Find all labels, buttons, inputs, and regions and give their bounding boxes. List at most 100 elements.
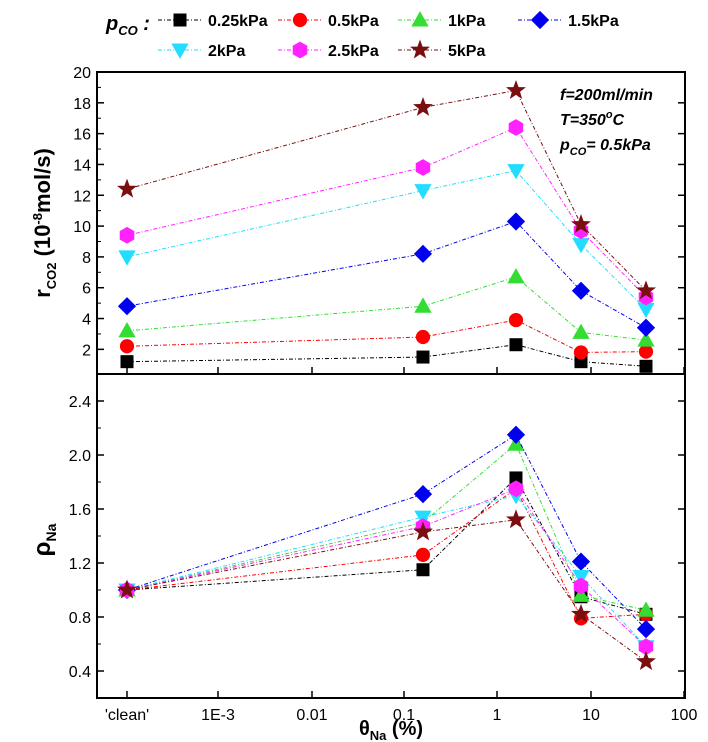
legend-marker	[173, 13, 187, 27]
series-line-bottom-6	[126, 519, 647, 662]
data-point-top-3	[117, 297, 137, 316]
series-line-bottom-2	[126, 443, 647, 611]
data-point-top-3	[571, 281, 591, 300]
series-line-bottom-1	[126, 488, 647, 619]
y-tick-label: 20	[73, 65, 91, 82]
y-tick-label: 0.8	[69, 610, 91, 627]
y-tick-label: 2	[82, 342, 91, 359]
data-point-top-6	[117, 178, 137, 198]
legend-marker	[409, 39, 431, 59]
data-point-bottom-3	[506, 425, 526, 444]
data-point-bottom-6	[636, 651, 656, 670]
data-point-top-2	[507, 268, 525, 284]
legend: pCO : 0.25kPa 0.5kPa 1kPa 1.5kPa 2kPa 2.5kPa 5k…	[105, 10, 619, 60]
series-line-bottom-5	[126, 488, 647, 648]
data-point-bottom-2	[637, 601, 655, 617]
data-point-top-4	[414, 184, 432, 200]
data-point-top-0	[120, 355, 134, 369]
x-tick-label: 0.1	[393, 707, 415, 724]
data-point-top-5	[508, 119, 524, 136]
data-point-top-1	[119, 339, 135, 354]
data-point-top-1	[508, 312, 524, 328]
data-point-bottom-5	[508, 480, 524, 498]
data-point-top-5	[415, 159, 431, 176]
legend-label: 0.5kPa	[328, 13, 379, 30]
data-point-top-6	[413, 96, 433, 116]
data-point-top-3	[506, 212, 526, 231]
y-tick-label: 18	[73, 96, 91, 113]
legend-title: pCO :	[105, 13, 150, 38]
series-line-top-1	[126, 319, 646, 353]
data-point-bottom-0	[416, 563, 430, 577]
series-line-top-6	[126, 89, 647, 292]
series-line-bottom-4	[126, 494, 647, 648]
legend-label: 1.5kPa	[568, 13, 619, 30]
y-tick-label: 8	[82, 250, 91, 267]
x-tick-label: 'clean'	[105, 707, 149, 724]
data-point-top-1	[573, 345, 589, 360]
bottom-plot-frame	[96, 373, 686, 699]
legend-label: 1kPa	[448, 13, 485, 30]
y-tick-label: 2.0	[69, 448, 91, 465]
x-tick-label: 10	[582, 707, 600, 724]
data-point-top-0	[509, 338, 523, 352]
series-line-top-4	[126, 170, 647, 310]
data-point-top-2	[118, 322, 136, 338]
x-axis: 'clean' 1E-3 0.01 0.1 1 10 100 θNa (%)	[105, 367, 698, 742]
x-tick-label: 1	[493, 707, 502, 724]
x-tick-label: 1E-3	[201, 707, 235, 724]
y-tick-label: 16	[73, 127, 91, 144]
data-point-top-6	[506, 80, 526, 99]
data-point-top-4	[507, 164, 525, 180]
y-tick-label: 10	[73, 219, 91, 236]
legend-label: 0.25kPa	[208, 13, 268, 30]
data-point-top-2	[414, 297, 432, 313]
data-point-top-0	[639, 359, 653, 373]
legend-marker	[292, 12, 308, 28]
annotation-text: pCO= 0.5kPa	[559, 137, 651, 158]
data-point-bottom-6	[571, 603, 591, 623]
legend-label: 2.5kPa	[328, 43, 379, 60]
data-point-top-3	[413, 244, 433, 263]
bottom-y-axis-title: ρNa	[29, 523, 59, 556]
legend-marker	[292, 41, 308, 59]
data-point-top-2	[572, 323, 590, 339]
y-tick-label: 1.2	[69, 556, 91, 573]
data-point-top-0	[416, 350, 430, 364]
data-point-top-2	[637, 331, 655, 347]
y-tick-label: 4	[82, 312, 91, 329]
data-point-bottom-1	[415, 547, 431, 563]
top-y-axis-title: rCO2 (10-8mol/s)	[30, 148, 59, 298]
top-panel: 2 4 6 8 10 12 14 16 18 20 f=200ml/min T=350oC pCO= 0…	[30, 65, 686, 375]
series-line-bottom-3	[126, 434, 647, 630]
y-tick-label: 0.4	[69, 664, 91, 681]
data-point-top-1	[415, 329, 431, 345]
data-point-bottom-3	[413, 485, 433, 504]
annotation-text: T=350oC	[560, 109, 625, 129]
data-point-top-1	[638, 344, 654, 359]
legend-marker	[530, 10, 550, 30]
x-axis-title: θNa (%)	[359, 718, 423, 742]
data-point-bottom-3	[636, 620, 656, 639]
x-tick-label: 0.01	[296, 707, 327, 724]
x-tick-label: 100	[671, 707, 698, 724]
annotation-text: f=200ml/min	[560, 87, 653, 104]
data-point-top-6	[571, 214, 591, 233]
y-tick-label: 1.6	[69, 502, 91, 519]
y-tick-label: 6	[82, 281, 91, 298]
legend-marker	[411, 11, 429, 27]
data-point-bottom-5	[573, 577, 589, 595]
data-point-top-3	[636, 318, 656, 337]
data-point-bottom-4	[572, 570, 590, 586]
legend-label: 5kPa	[448, 43, 485, 60]
data-point-bottom-4	[414, 510, 432, 526]
legend-marker	[171, 43, 189, 59]
bottom-panel: 0.4 0.8 1.2 1.6 2.0 2.4 ρNa	[29, 373, 686, 699]
data-point-top-4	[118, 250, 136, 266]
series-line-bottom-0	[126, 477, 647, 615]
data-point-top-5	[119, 226, 135, 244]
series-line-top-0	[126, 344, 647, 367]
data-point-bottom-6	[413, 521, 433, 541]
y-tick-label: 14	[73, 157, 91, 174]
